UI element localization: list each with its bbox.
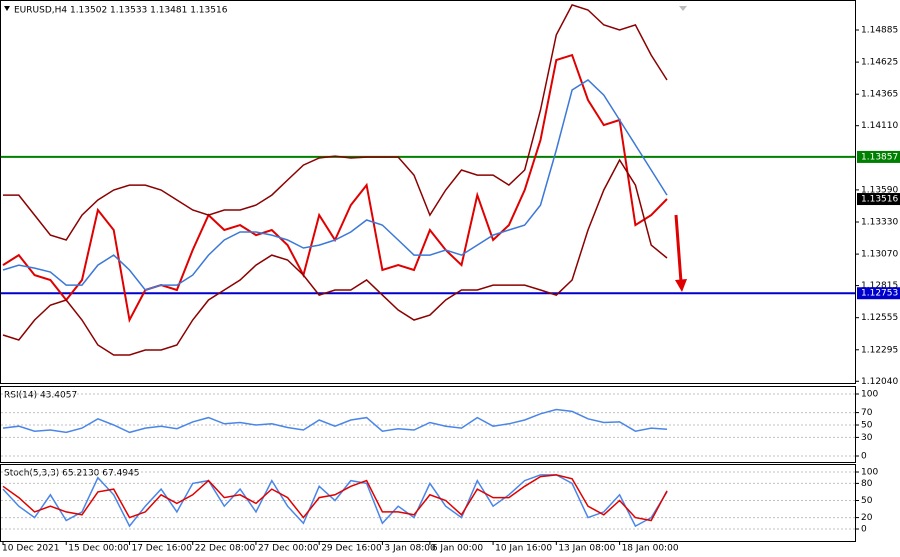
panel-title: EURUSD,H4 1.13502 1.13533 1.13481 1.1351… [14,6,228,16]
y-tick-label: 70 [861,408,873,418]
series-line [2,474,668,522]
level-label-bg [857,150,900,163]
forecast-arrow [674,214,687,292]
x-tick-label: 6 Jan 00:00 [432,544,484,554]
y-tick-label: 1.12815 [861,281,898,291]
x-tick-label: 18 Jan 00:00 [622,544,679,554]
y-tick-label: 0 [861,525,867,535]
y-tick-label: 1.13330 [861,217,898,227]
x-tick-label: 10 Dec 2021 [2,544,60,554]
level-label-bg [857,287,900,300]
stoch-panel [0,464,856,542]
symbol-menu[interactable] [4,6,10,11]
x-tick-label: 10 Jan 16:00 [495,544,552,554]
series-line [2,158,668,356]
series-line [2,79,668,291]
level-label: 1.12753 [861,289,898,299]
y-tick-label: 1.12295 [861,345,898,355]
last-price-label: 1.13516 [861,195,898,205]
panel-title: RSI(14) 43.4057 [4,391,77,401]
y-tick-label: 100 [861,390,878,400]
y-tick-label: 50 [861,496,873,506]
scroll-marker [679,6,687,11]
y-tick-label: 1.14885 [861,26,898,36]
last-price-bg [857,193,900,206]
arrow-shaft [674,214,683,283]
x-tick-label: 29 Dec 16:00 [321,544,382,554]
x-tick-label: 27 Dec 00:00 [258,544,319,554]
y-tick-label: 1.12555 [861,313,898,323]
y-tick-label: 1.14625 [861,58,898,68]
panel-title: Stoch(5,3,3) 65.2130 67.4945 [4,469,139,479]
y-tick-label: 1.13070 [861,250,898,260]
series-line [3,3,668,241]
level-label: 1.13857 [861,152,898,162]
y-tick-label: 1.14110 [861,121,898,131]
arrow-head [675,279,687,292]
x-tick-label: 13 Jan 08:00 [558,544,615,554]
x-tick-label: 17 Dec 16:00 [131,544,192,554]
y-tick-label: 0 [861,452,867,462]
y-tick-label: 30 [861,433,873,443]
y-tick-label: 1.13590 [861,185,898,195]
main-panel [0,0,856,384]
x-tick-label: 3 Jan 08:00 [384,544,436,554]
y-tick-label: 20 [861,513,873,523]
y-tick-label: 50 [861,421,873,431]
series-line [2,408,668,434]
x-tick-label: 22 Dec 08:00 [195,544,256,554]
y-tick-label: 80 [861,479,873,489]
y-tick-label: 1.12040 [861,377,898,387]
x-tick-label: 15 Dec 00:00 [68,544,129,554]
y-tick-label: 1.14365 [861,90,898,100]
y-tick-label: 100 [861,468,878,478]
